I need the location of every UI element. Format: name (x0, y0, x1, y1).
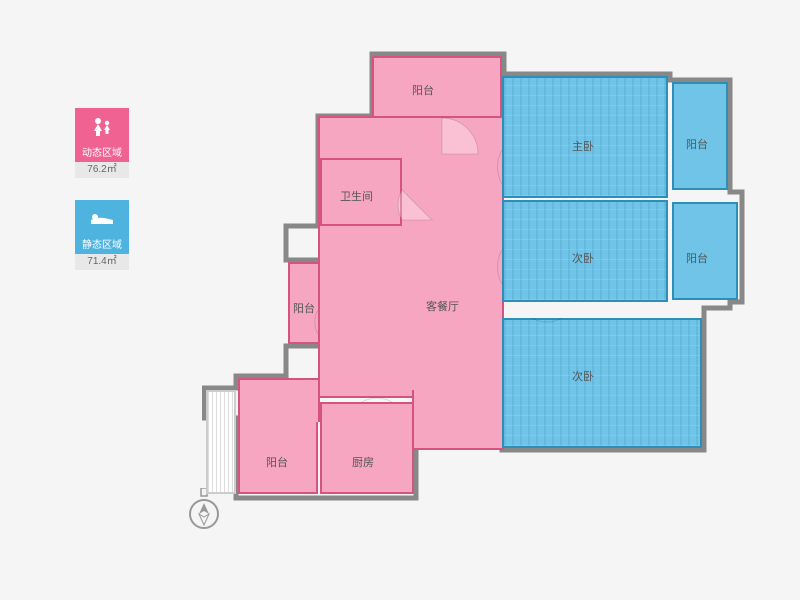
label-living: 客餐厅 (426, 298, 459, 314)
room-master (502, 76, 668, 198)
room-balcony-top (372, 56, 502, 118)
room-second2 (502, 318, 702, 448)
people-icon (75, 108, 129, 146)
sleep-icon (75, 200, 129, 238)
room-living-ext (412, 390, 504, 450)
label-bathroom: 卫生间 (340, 188, 373, 204)
label-balcony2: 阳台 (293, 300, 315, 316)
legend-static-value: 71.4㎡ (75, 254, 129, 270)
label-kitchen: 厨房 (352, 454, 374, 470)
label-balcony5: 阳台 (686, 250, 708, 266)
floorplan: 阳台 卫生间 客餐厅 阳台 阳台 厨房 主卧 阳台 次卧 阳台 次卧 (202, 50, 764, 540)
legend-static: 静态区域 71.4㎡ (75, 200, 129, 270)
room-kitchen (320, 402, 414, 494)
label-balcony3: 阳台 (266, 454, 288, 470)
legend-dynamic-label: 动态区域 (75, 146, 129, 162)
label-balcony4: 阳台 (686, 136, 708, 152)
label-balcony1: 阳台 (412, 82, 434, 98)
exterior-balcony-rail (208, 392, 234, 492)
legend-dynamic-value: 76.2㎡ (75, 162, 129, 178)
room-corridor-bl (238, 378, 320, 422)
legend-dynamic: 动态区域 76.2㎡ (75, 108, 129, 178)
label-master: 主卧 (572, 138, 594, 154)
label-second2: 次卧 (572, 368, 594, 384)
legend-static-label: 静态区域 (75, 238, 129, 254)
legend-panel: 动态区域 76.2㎡ 静态区域 71.4㎡ (75, 108, 129, 292)
label-second1: 次卧 (572, 250, 594, 266)
